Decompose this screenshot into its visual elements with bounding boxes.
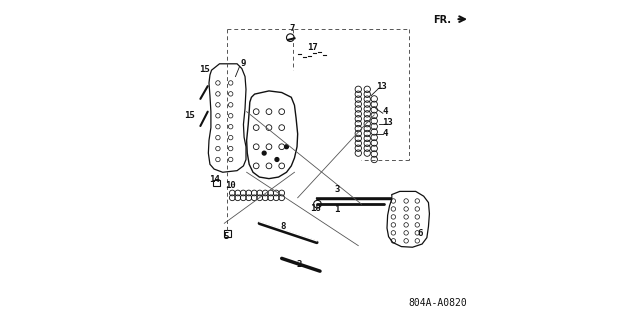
Circle shape [285, 145, 289, 149]
Text: 1: 1 [334, 205, 340, 214]
Text: 10: 10 [225, 181, 236, 190]
Text: 13: 13 [376, 82, 387, 91]
Text: 9: 9 [240, 59, 246, 68]
Text: 804A-A0820: 804A-A0820 [409, 298, 467, 308]
Text: 4: 4 [382, 129, 387, 138]
Text: 13: 13 [383, 118, 394, 127]
Text: 18: 18 [310, 204, 321, 213]
Bar [224, 230, 231, 237]
Text: 6: 6 [418, 229, 423, 238]
Text: FR.: FR. [433, 15, 451, 25]
Text: 5: 5 [223, 232, 228, 241]
Text: 17: 17 [307, 43, 317, 52]
Bar [213, 180, 220, 186]
Text: 2: 2 [296, 260, 302, 269]
Text: 8: 8 [280, 222, 285, 231]
Text: 4: 4 [382, 107, 387, 115]
Circle shape [275, 158, 279, 161]
Text: 14: 14 [209, 175, 220, 184]
Text: 15: 15 [199, 65, 210, 74]
Text: 7: 7 [289, 24, 295, 33]
Text: 3: 3 [334, 185, 340, 194]
Text: 15: 15 [184, 111, 195, 120]
Circle shape [262, 151, 266, 155]
